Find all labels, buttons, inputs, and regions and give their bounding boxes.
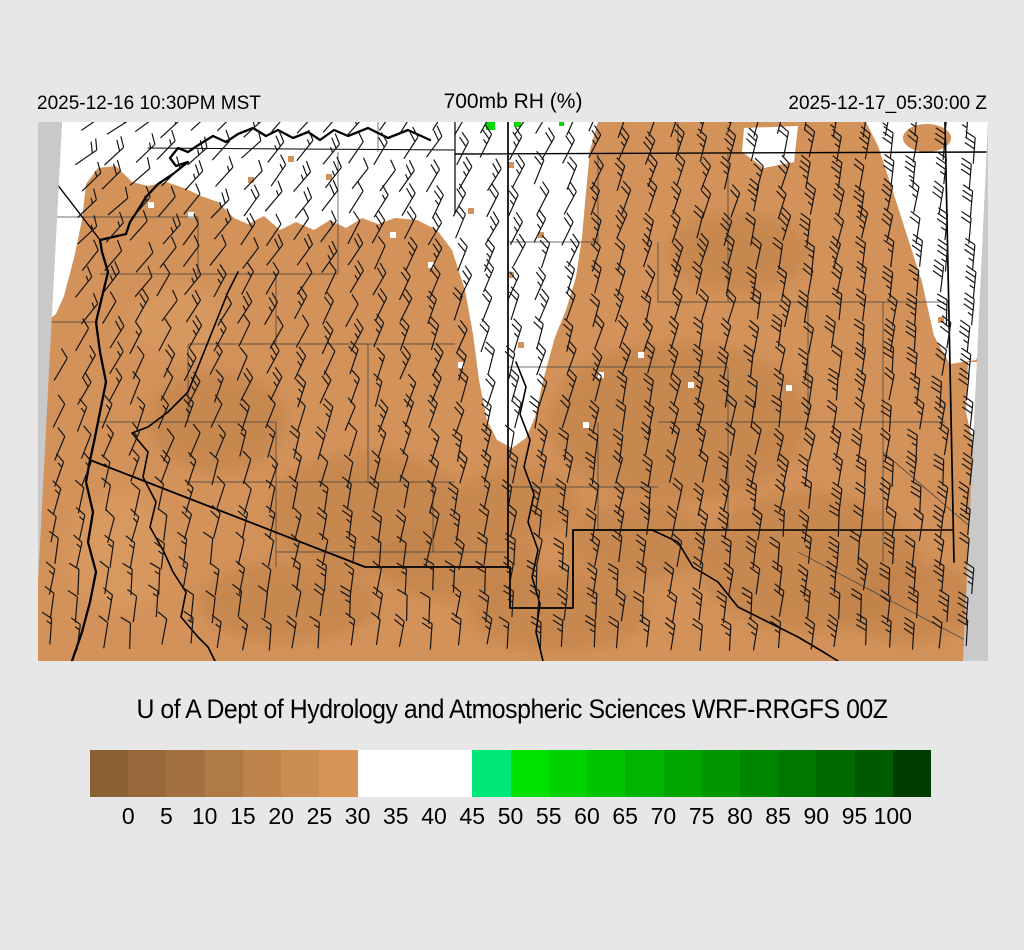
colorbar-segment xyxy=(663,750,702,797)
rio-grande-nm xyxy=(515,361,544,661)
colorbar-tick-label: 85 xyxy=(765,803,791,829)
colorbar-segment xyxy=(472,750,511,797)
colorbar-tick-label: 70 xyxy=(650,803,677,829)
colorbar-tick-labels: 0 5 10 15 20 25 30 35 40 45 50 55 60 65 70 75 80 85 90 95 10… xyxy=(90,803,931,831)
colorbar-tick-label: 60 xyxy=(574,803,600,829)
colorbar-tick-label: 80 xyxy=(727,803,753,829)
colorbar-tick-label: 95 xyxy=(841,803,868,829)
colorbar-segment xyxy=(701,750,740,797)
colorbar-segment xyxy=(319,750,358,797)
colorbar-tick-label: 30 xyxy=(344,803,371,829)
colorbar-segment xyxy=(816,750,855,797)
valid-time-local: 2025-12-16 10:30PM MST xyxy=(37,93,261,114)
colorbar-segment xyxy=(357,750,396,797)
nm-tx-border xyxy=(944,122,955,563)
colorbar-segment xyxy=(434,750,473,797)
colorbar-tick-label: 35 xyxy=(383,803,409,829)
ut-az-border xyxy=(147,147,456,151)
colorbar-segment xyxy=(395,750,435,797)
colorbar-segment xyxy=(548,750,588,797)
co-nm-border xyxy=(454,151,988,155)
mexico-border xyxy=(89,459,653,609)
plot-title: 700mb RH (%) xyxy=(443,90,583,113)
colorbar-segment xyxy=(510,750,549,797)
colorbar-segment xyxy=(587,750,626,797)
colorbar-segment xyxy=(778,750,817,797)
colorbar-tick-label: 75 xyxy=(688,803,715,829)
colorbar-tick-label: 55 xyxy=(535,803,562,829)
wind-barbs xyxy=(41,122,977,651)
colorbar-segment xyxy=(90,750,129,797)
state-borders-and-rivers xyxy=(39,122,988,661)
valid-time-utc: 2025-12-17_05:30:00 Z xyxy=(788,93,987,114)
colorbar xyxy=(90,750,932,797)
colorbar-tick-label: 45 xyxy=(459,803,486,829)
colorbar-segment xyxy=(242,750,282,797)
colorado-river xyxy=(70,126,432,661)
colorbar-tick-label: 90 xyxy=(803,803,830,829)
colorbar-segment xyxy=(281,750,320,797)
colorbar-tick-label: 5 xyxy=(160,803,173,829)
colorbar-segment xyxy=(204,750,243,797)
rio-grande-tx xyxy=(651,529,839,661)
colorbar-tick-label: 40 xyxy=(421,803,447,829)
colorbar-tick-label: 10 xyxy=(191,803,218,829)
caption: U of A Dept of Hydrology and Atmospheric… xyxy=(136,694,888,724)
forecast-map xyxy=(38,122,988,661)
colorbar-segment xyxy=(625,750,664,797)
colorbar-tick-label: 20 xyxy=(268,803,294,829)
colorbar-tick-label: 65 xyxy=(612,803,638,829)
colorbar-segment xyxy=(854,750,893,797)
colorbar-tick-label: 100 xyxy=(873,803,912,829)
colorbar-segment xyxy=(892,750,932,797)
colorbar-segment xyxy=(739,750,779,797)
colorbar-segment xyxy=(128,750,167,797)
colorbar-tick-label: 50 xyxy=(497,803,524,829)
gila-river xyxy=(131,271,239,661)
colorbar-tick-label: 0 xyxy=(121,803,135,829)
rh-high-green-specks xyxy=(486,122,564,130)
colorbar-segment xyxy=(166,750,205,797)
colorbar-tick-label: 25 xyxy=(306,803,333,829)
colorbar-tick-label: 15 xyxy=(230,803,256,829)
